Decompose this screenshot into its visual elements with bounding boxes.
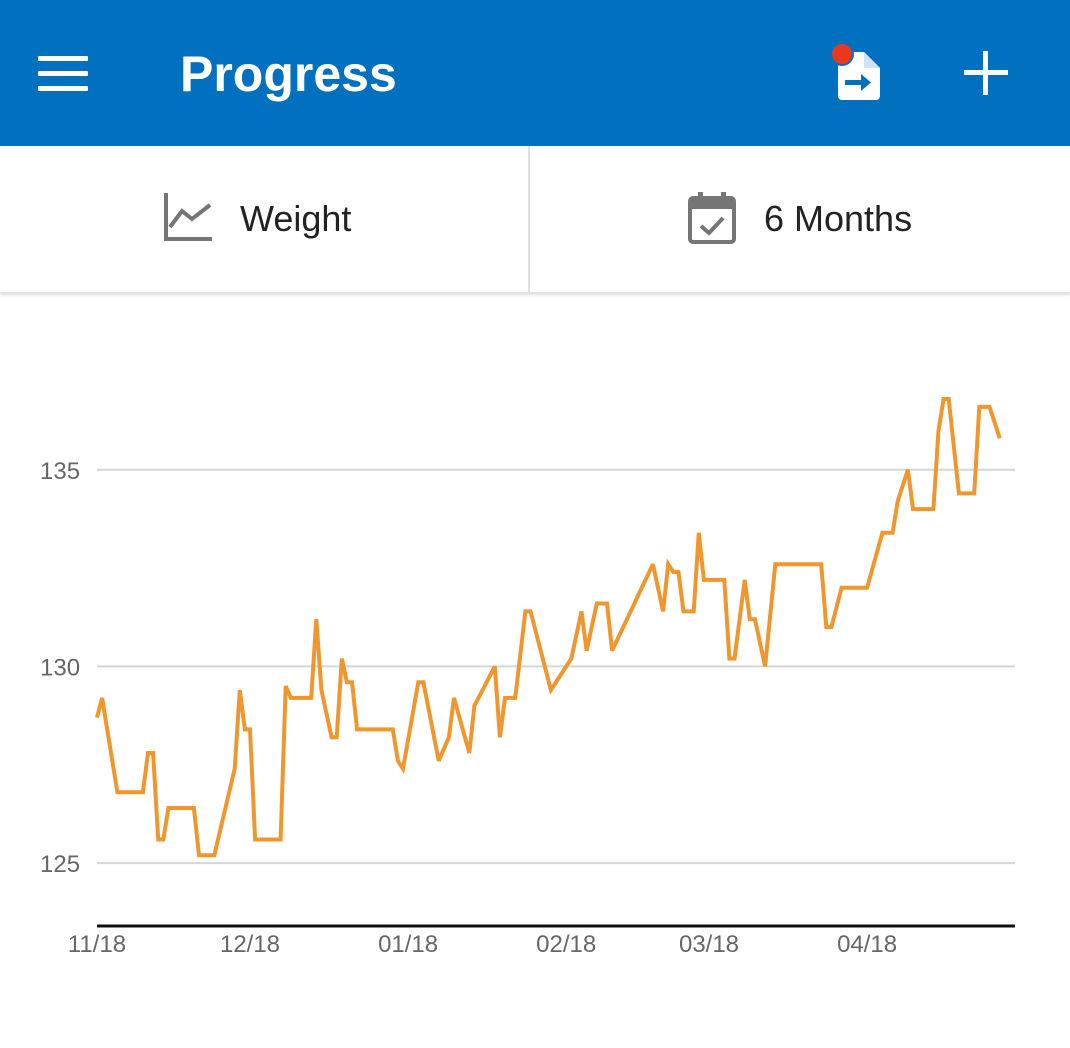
x-tick-label: 12/18	[220, 931, 280, 958]
menu-icon[interactable]	[38, 52, 90, 92]
notification-dot	[830, 42, 854, 66]
add-icon[interactable]	[960, 48, 1012, 100]
calendar-check-icon	[686, 190, 738, 251]
x-tick-label: 04/18	[837, 931, 897, 958]
export-report-icon[interactable]	[828, 40, 888, 102]
app-bar: Progress	[0, 0, 1070, 146]
weight-chart: 125 130 135 11/18 12/18 01/18 02/18 03/18 04/18	[0, 300, 1070, 1040]
x-tick-label: 01/18	[378, 931, 438, 958]
selector-bar: Weight 6 Months	[0, 146, 1070, 293]
line-chart-icon	[162, 191, 214, 248]
y-tick-label: 130	[40, 654, 80, 681]
range-selector[interactable]: 6 Months	[530, 146, 1070, 292]
metric-label: Weight	[240, 198, 352, 239]
weight-series-line	[95, 397, 1002, 858]
range-label: 6 Months	[764, 198, 913, 239]
x-tick-label: 11/18	[68, 931, 126, 958]
selector-divider	[528, 146, 530, 292]
y-tick-label: 125	[40, 851, 80, 878]
page-title: Progress	[180, 46, 397, 102]
x-tick-label: 02/18	[536, 931, 596, 958]
metric-selector[interactable]: Weight	[0, 146, 528, 292]
y-tick-label: 135	[40, 458, 80, 485]
chart-svg: 125 130 135 11/18 12/18 01/18 02/18 03/18 04/18	[40, 397, 1015, 958]
x-tick-label: 03/18	[679, 931, 739, 958]
